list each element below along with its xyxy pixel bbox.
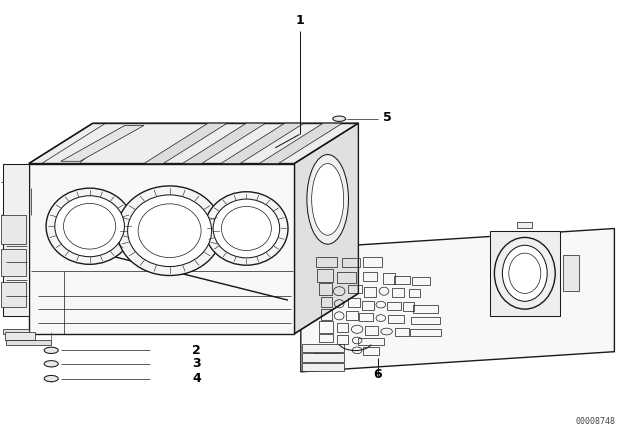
Polygon shape [144,123,227,164]
Bar [413,305,438,313]
Ellipse shape [221,207,271,250]
Polygon shape [3,164,29,316]
Bar [316,257,337,267]
Bar [319,322,333,332]
Bar [412,277,430,285]
Text: 2: 2 [192,344,201,357]
Bar [363,257,382,267]
Bar [302,363,344,371]
Polygon shape [61,125,144,161]
Bar [321,309,332,320]
Ellipse shape [127,195,212,267]
Bar [392,288,404,297]
Text: 00008748: 00008748 [575,418,615,426]
Polygon shape [29,164,294,334]
Ellipse shape [494,237,555,309]
Ellipse shape [333,116,346,121]
Ellipse shape [44,361,58,367]
Bar [337,335,348,344]
Ellipse shape [46,188,133,264]
Text: 6: 6 [373,368,382,381]
Bar [363,272,377,281]
Bar [346,311,358,320]
Text: 4: 4 [192,372,201,385]
Text: 1: 1 [295,14,304,27]
Bar [319,334,333,342]
Text: 5: 5 [383,111,392,124]
Bar [358,338,384,345]
Bar [337,272,356,284]
Ellipse shape [63,203,116,249]
Bar [302,353,344,362]
Polygon shape [563,255,579,291]
Bar [362,301,374,310]
Bar [302,344,344,352]
Polygon shape [294,123,358,334]
Bar [364,287,376,297]
Bar [383,273,395,284]
Bar [348,285,362,293]
Ellipse shape [138,204,201,258]
Ellipse shape [44,375,58,382]
Ellipse shape [307,155,349,244]
Bar [394,276,410,284]
Ellipse shape [44,347,58,353]
Bar [388,315,404,323]
Bar [314,345,339,353]
Bar [364,347,379,355]
Polygon shape [1,215,26,244]
Ellipse shape [312,164,344,235]
Ellipse shape [502,246,547,301]
Polygon shape [221,123,304,164]
Bar [319,284,332,295]
Ellipse shape [117,186,222,276]
Polygon shape [1,249,26,276]
Polygon shape [182,123,266,164]
Bar [409,289,420,297]
Polygon shape [1,282,26,307]
Polygon shape [3,329,29,334]
Polygon shape [29,123,358,164]
Polygon shape [490,231,560,316]
Bar [342,258,360,267]
Bar [317,269,333,282]
Bar [337,323,348,332]
Text: 3: 3 [192,357,200,370]
Bar [395,328,409,336]
Ellipse shape [509,253,541,293]
Polygon shape [259,123,342,164]
Bar [410,329,441,336]
Bar [387,302,401,310]
Ellipse shape [213,199,280,258]
Polygon shape [31,164,61,334]
Bar [359,313,373,321]
Polygon shape [301,228,614,372]
Bar [321,297,332,307]
Polygon shape [6,340,51,345]
Polygon shape [517,222,532,228]
Ellipse shape [205,192,288,265]
Bar [365,326,378,335]
Bar [412,317,440,324]
Bar [348,298,360,307]
Polygon shape [5,332,35,340]
Ellipse shape [55,196,124,257]
Bar [403,302,414,311]
